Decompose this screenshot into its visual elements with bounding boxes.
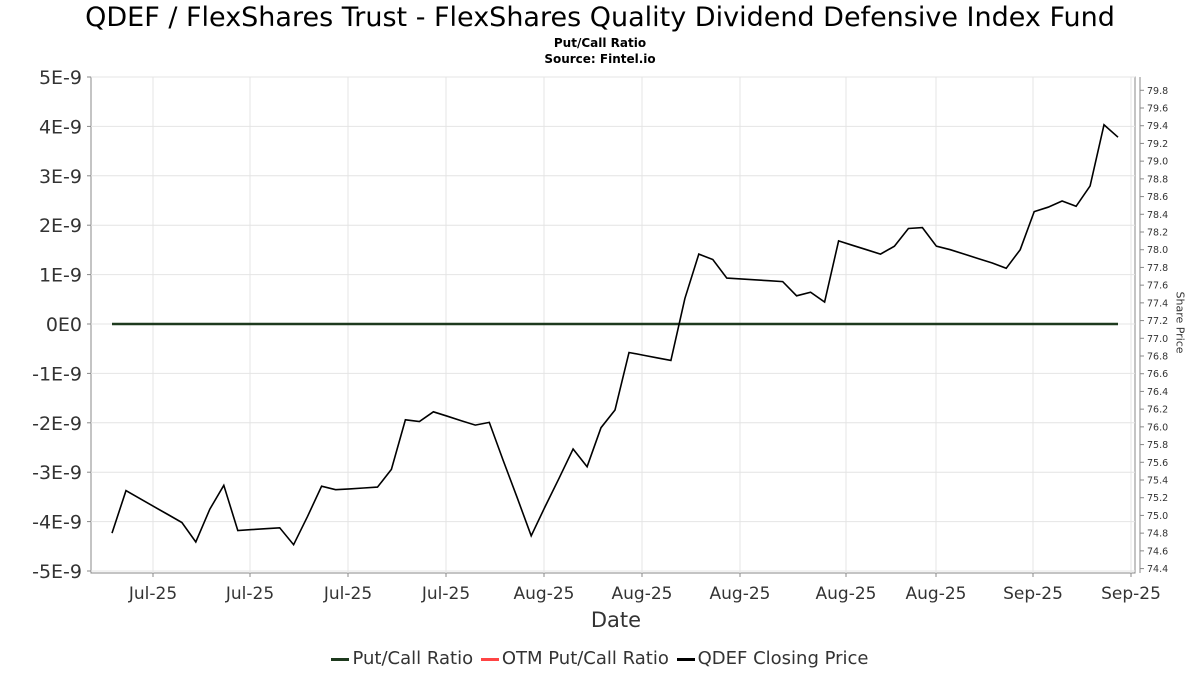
y-tick-label: 5E-9 [39, 67, 82, 89]
y2-tick-label: 74.4 [1147, 564, 1168, 575]
y2-tick-label: 75.2 [1147, 493, 1168, 504]
x-axis-label: Date [590, 608, 642, 632]
y2-tick-label: 76.0 [1147, 422, 1168, 433]
y2-tick-label: 77.4 [1147, 298, 1168, 309]
chart-title: QDEF / FlexShares Trust - FlexShares Qua… [85, 2, 1115, 33]
legend-swatch [676, 657, 695, 661]
x-tick-label: Sep-25 [1003, 584, 1063, 604]
y-tick-label: -1E-9 [32, 363, 82, 385]
y-tick-label: 4E-9 [39, 116, 82, 138]
y2-tick-label: 79.2 [1147, 139, 1168, 150]
y2-tick-label: 77.8 [1147, 263, 1168, 274]
legend: Put/Call Ratio OTM Put/Call Ratio QDEF C… [0, 648, 1200, 669]
grid-lines [91, 76, 1135, 573]
y2-tick-label: 79.4 [1147, 121, 1168, 132]
y2-tick-label: 77.2 [1147, 316, 1168, 327]
y2-tick-label: 75.8 [1147, 440, 1168, 451]
legend-swatch [480, 657, 499, 661]
x-tick-label: Jul-25 [421, 584, 470, 604]
y-axis-left: 5E-9 4E-9 3E-9 2E-9 1E-9 0E0 -1E-9 -2E-9 -3E-9 -4… [32, 67, 91, 583]
y2-tick-label: 75.0 [1147, 511, 1168, 522]
y2-tick-label: 74.8 [1147, 529, 1168, 540]
y-tick-label: 3E-9 [39, 166, 82, 188]
legend-swatch [331, 657, 350, 661]
legend-item-put-call[interactable]: Put/Call Ratio [331, 648, 473, 669]
y2-tick-label: 78.0 [1147, 245, 1168, 256]
y2-tick-label: 79.6 [1147, 104, 1168, 115]
y2-tick-label: 74.6 [1147, 546, 1168, 557]
chart-source: Source: Fintel.io [544, 52, 656, 66]
y2-tick-label: 77.0 [1147, 334, 1168, 345]
x-tick-label: Aug-25 [514, 584, 575, 604]
y2-tick-label: 79.0 [1147, 157, 1168, 168]
x-tick-label: Jul-25 [323, 584, 372, 604]
legend-label: Put/Call Ratio [352, 648, 474, 669]
x-tick-label: Aug-25 [816, 584, 877, 604]
legend-item-closing-price[interactable]: QDEF Closing Price [676, 648, 869, 669]
x-tick-label: Jul-25 [225, 584, 274, 604]
series-line-2 [111, 123, 1119, 547]
y2-tick-label: 78.8 [1147, 174, 1168, 185]
y2-axis-label: Share Price [1173, 291, 1187, 354]
y-tick-label: -5E-9 [32, 561, 82, 583]
y2-tick-label: 78.6 [1147, 192, 1168, 203]
y2-tick-label: 75.6 [1147, 458, 1168, 469]
y2-tick-label: 76.2 [1147, 405, 1168, 416]
x-tick-label: Aug-25 [612, 584, 673, 604]
y-axis-right: 79.8 79.6 79.4 79.2 79.0 78.8 78.6 78.4 78.2 78.0… [1139, 77, 1168, 575]
y2-tick-label: 78.2 [1147, 228, 1168, 239]
x-tick-label: Jul-25 [128, 584, 177, 604]
y-tick-label: 0E0 [46, 314, 82, 336]
y2-tick-label: 76.6 [1147, 369, 1168, 380]
x-tick-label: Sep-25 [1101, 584, 1161, 604]
y2-tick-label: 78.4 [1147, 210, 1168, 221]
y-tick-label: 1E-9 [39, 265, 82, 287]
x-tick-label: Aug-25 [906, 584, 967, 604]
y-tick-label: -2E-9 [32, 413, 82, 435]
y2-tick-label: 75.4 [1147, 476, 1168, 487]
y-tick-label: -4E-9 [32, 512, 82, 534]
y2-tick-label: 76.8 [1147, 352, 1168, 363]
y2-tick-label: 77.6 [1147, 281, 1168, 292]
x-tick-label: Aug-25 [710, 584, 771, 604]
legend-item-otm-put-call[interactable]: OTM Put/Call Ratio [480, 648, 669, 669]
y2-tick-label: 79.8 [1147, 86, 1168, 97]
chart-subtitle: Put/Call Ratio [553, 36, 647, 50]
series-group [111, 123, 1119, 547]
legend-label: QDEF Closing Price [697, 648, 869, 669]
y-tick-label: -3E-9 [32, 462, 82, 484]
legend-label: OTM Put/Call Ratio [501, 648, 669, 669]
x-axis: Jul-25 Jul-25 Jul-25 Jul-25 Aug-25 Aug-25 Aug-… [128, 573, 1161, 604]
y2-tick-label: 76.4 [1147, 387, 1168, 398]
y-tick-label: 2E-9 [39, 215, 82, 237]
